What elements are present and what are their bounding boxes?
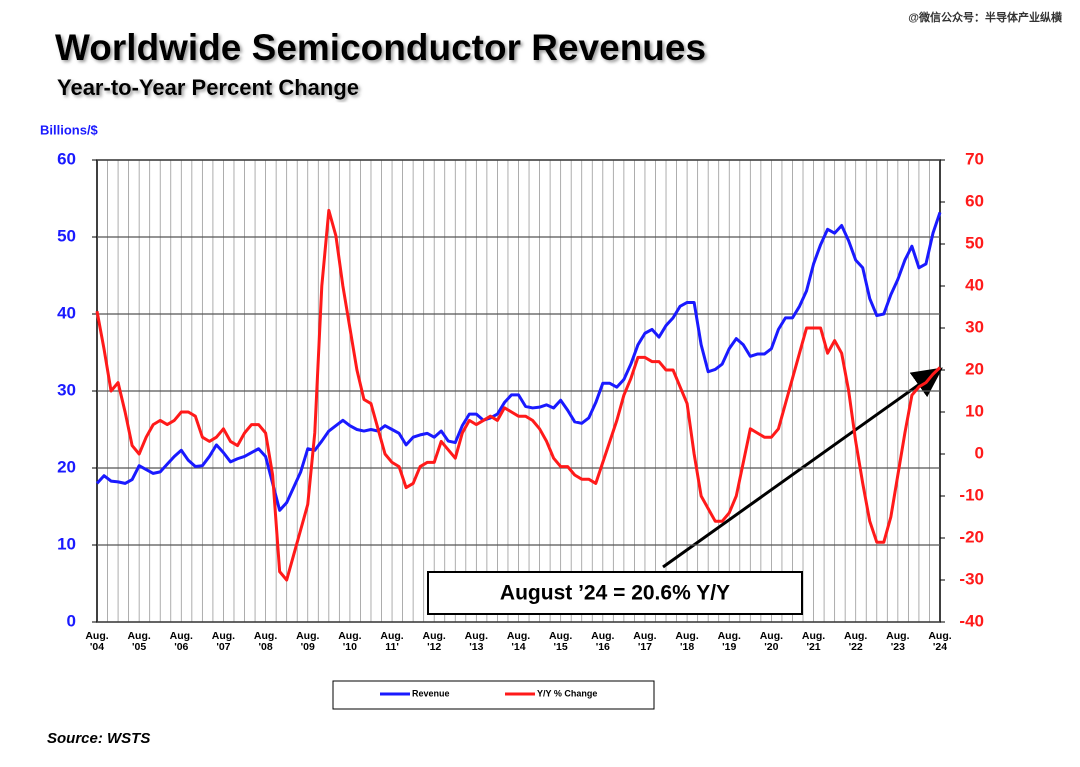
x-tick-label: Aug. '17: [633, 630, 657, 653]
x-tick-label: Aug. '19: [717, 630, 741, 653]
annotation-arrow: [662, 367, 943, 569]
y2-tick-label: -20: [959, 527, 984, 546]
chart-title: Worldwide Semiconductor Revenues: [55, 27, 706, 68]
y2-tick-label: 60: [965, 191, 984, 210]
x-tick-label: Aug. 11': [380, 630, 404, 653]
series-line: [95, 208, 942, 582]
source: Source: WSTS: [47, 730, 150, 747]
x-tick-label: Aug. '15: [548, 630, 573, 653]
x-tick-label: Aug. '16: [591, 630, 615, 653]
x-tick-label: Aug. '24: [928, 630, 952, 653]
y2-tick-label: -10: [959, 485, 984, 504]
chart-subtitle: Year-to-Year Percent Change: [57, 75, 359, 100]
legend-label: Revenue: [412, 688, 450, 698]
y2-tick-label: 20: [965, 359, 984, 378]
y2-tick-label: 70: [965, 149, 984, 168]
series-line: [95, 211, 942, 512]
x-tick-label: Aug. '08: [253, 630, 278, 653]
y2-tick-label: 0: [975, 443, 984, 462]
y2-tick-label: 50: [965, 233, 984, 252]
x-tick-label: Aug. '18: [675, 630, 699, 653]
y-axis-label: Billions/$: [40, 122, 99, 137]
x-tick-label: Aug. '21: [801, 630, 826, 653]
x-tick-label: Aug. '06: [169, 630, 193, 653]
y2-tick-label: -40: [959, 611, 984, 630]
x-tick-label: Aug. '04: [85, 630, 109, 653]
x-tick-label: Aug. '05: [127, 630, 151, 653]
y-tick-label: 30: [57, 380, 76, 399]
y2-tick-label: 40: [965, 275, 984, 294]
y2-tick-label: 10: [965, 401, 984, 420]
y-tick-label: 10: [57, 534, 76, 553]
x-tick-label: Aug. '07: [211, 630, 236, 653]
y2-tick-label: 30: [965, 317, 984, 336]
x-tick-label: Aug. '10: [338, 630, 362, 653]
y2-tick-label: -30: [959, 569, 984, 588]
x-tick-label: Aug. '22: [844, 630, 868, 653]
legend-label: Y/Y % Change: [537, 688, 597, 698]
x-tick-label: Aug. '13: [464, 630, 488, 653]
x-tick-label: Aug. '12: [422, 630, 446, 653]
x-tick-label: Aug. '23: [886, 630, 910, 653]
x-tick-label: Aug. '20: [759, 630, 784, 653]
annotation-box: [427, 571, 803, 615]
y-tick-label: 20: [57, 457, 76, 476]
y-tick-label: 50: [57, 226, 76, 245]
x-tick-label: Aug. '09: [296, 630, 320, 653]
annotation: August ’24 = 20.6% Y/Y: [500, 582, 730, 605]
watermark: @微信公众号：半导体产业纵横: [908, 10, 1063, 24]
y-tick-label: 40: [57, 303, 76, 322]
x-tick-label: Aug. '14: [506, 630, 531, 653]
y-tick-label: 0: [67, 611, 76, 630]
y-tick-label: 60: [57, 149, 76, 168]
